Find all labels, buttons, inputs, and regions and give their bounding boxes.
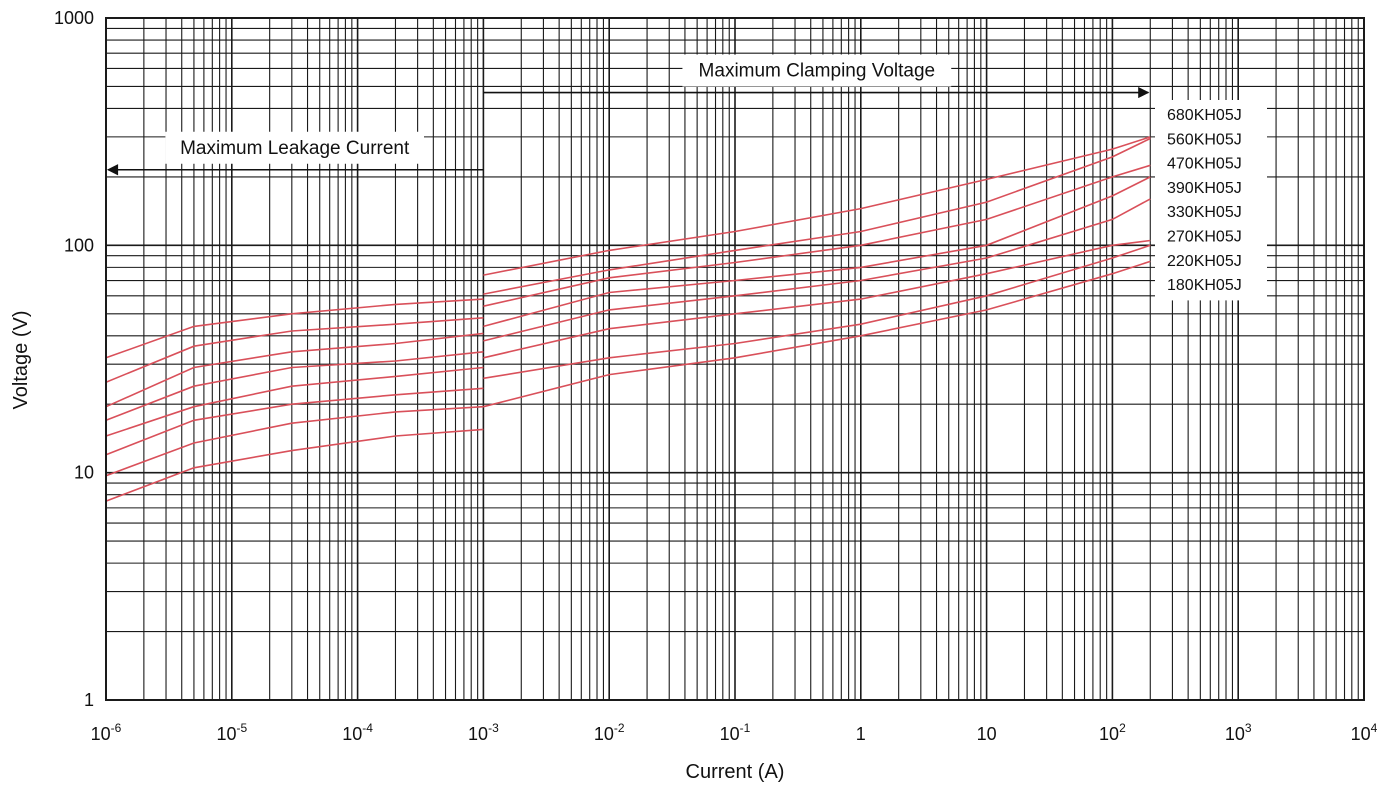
series-line-clamp-390kh05j (483, 176, 1151, 328)
series-label-box (1155, 100, 1267, 301)
y-tick-label: 10 (74, 463, 94, 483)
annotations: Maximum Leakage Current Maximum Clamping … (106, 54, 1150, 176)
maximum-leakage-current-box (165, 131, 424, 164)
series-line-clamp-180kh05j (483, 260, 1151, 408)
x-tick-label: 103 (1225, 721, 1252, 744)
maximum-clamping-voltage-box (682, 54, 952, 87)
series-line-clamp-470kh05j (483, 164, 1151, 307)
series-label-390kh05j: 390KH05J (1167, 180, 1242, 197)
series-line-clamp-330kh05j (483, 198, 1151, 342)
series-label-680kh05j: 680KH05J (1167, 107, 1242, 124)
maximum-clamping-voltage-label: Maximum Clamping Voltage (699, 61, 936, 82)
series-lines (105, 136, 1151, 502)
x-tick-label: 10-3 (468, 721, 499, 744)
x-tick-label: 10-1 (720, 721, 751, 744)
series-line-clamp-560kh05j (483, 137, 1151, 295)
y-tick-label: 100 (64, 235, 94, 255)
series-line-leakage-330kh05j (105, 366, 484, 437)
y-axis-title: Voltage (V) (10, 311, 32, 410)
x-axis-title: Current (A) (686, 761, 785, 783)
series-line-clamp-270kh05j (483, 239, 1151, 359)
series-label-560kh05j: 560KH05J (1167, 131, 1242, 148)
series-line-leakage-180kh05j (105, 428, 484, 502)
series-line-leakage-680kh05j (105, 298, 484, 359)
series-label-220kh05j: 220KH05J (1167, 253, 1242, 270)
x-tick-label: 102 (1099, 721, 1126, 744)
x-tick-label: 10-4 (342, 721, 373, 744)
series-label-330kh05j: 330KH05J (1167, 204, 1242, 221)
plot-border (105, 17, 1365, 701)
series-line-leakage-270kh05j (105, 387, 484, 456)
series-line-clamp-680kh05j (483, 136, 1151, 276)
series-labels: 680KH05J 560KH05J 470KH05J 390KH05J 330KH05J… (1155, 100, 1267, 301)
y-tick-label: 1000 (54, 8, 94, 28)
series-label-270kh05j: 270KH05J (1167, 229, 1242, 246)
x-tick-label: 104 (1351, 721, 1378, 744)
x-tick-label: 10 (977, 724, 997, 744)
series-line-leakage-390kh05j (105, 351, 484, 422)
x-tick-label: 1 (856, 724, 866, 744)
tick-labels: 10-6 10-5 10-4 10-3 10-2 10-1 1 10 102 103 104 1 10 1… (54, 8, 1378, 744)
series-line-leakage-560kh05j (105, 317, 484, 383)
maximum-leakage-current-label: Maximum Leakage Current (180, 138, 410, 159)
x-tick-label: 10-6 (91, 721, 122, 744)
plot-frame (105, 17, 1365, 701)
x-tick-label: 10-5 (216, 721, 247, 744)
grid (105, 18, 1364, 701)
series-line-leakage-220kh05j (105, 405, 484, 477)
x-tick-label: 10-2 (594, 721, 625, 744)
y-tick-label: 1 (84, 690, 94, 710)
series-line-clamp-220kh05j (483, 244, 1151, 380)
series-label-180kh05j: 180KH05J (1167, 277, 1242, 294)
series-line-leakage-470kh05j (105, 332, 484, 408)
series-label-470kh05j: 470KH05J (1167, 156, 1242, 173)
